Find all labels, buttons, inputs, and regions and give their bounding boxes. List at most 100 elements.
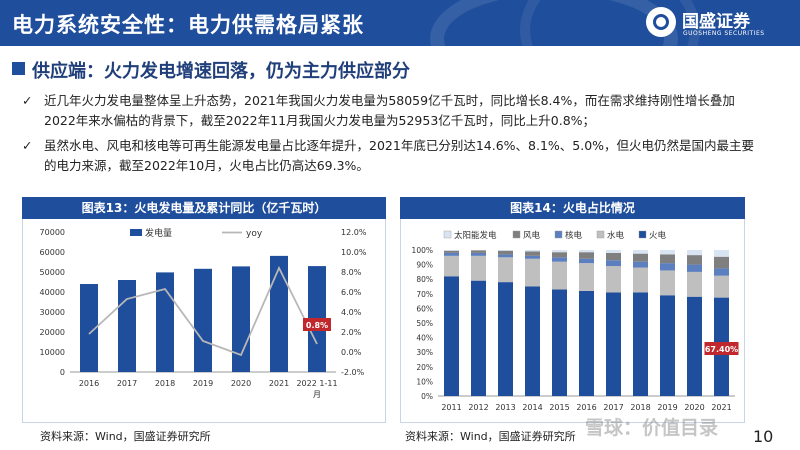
stacked-bar-segment: [552, 252, 567, 258]
y-axis-tick-label: 100%: [412, 246, 433, 255]
bullet-text: 近几年火力发电量整体呈上升态势，2021年我国火力发电量为58059亿千瓦时，同…: [44, 93, 735, 128]
stacked-bar-segment: [498, 250, 513, 255]
y-axis-tick-label: 40%: [416, 334, 433, 343]
section-marker: [12, 62, 25, 75]
stacked-bar-segment: [552, 289, 567, 396]
stacked-bar-segment: [687, 296, 702, 396]
y-axis-tick-label: 70%: [416, 290, 433, 299]
stacked-bar-segment: [552, 261, 567, 290]
stacked-bar-segment: [525, 255, 540, 259]
chart2-plot: 0% 10% 20% 30% 40% 50% 60% 70% 80% 90% 100% 2011 201…: [412, 230, 739, 412]
stacked-bar-segment: [687, 255, 702, 265]
stacked-bar-segment: [579, 263, 594, 291]
stacked-bar-segment: [525, 250, 540, 252]
chart2-title: 图表14：火电占比情况: [400, 197, 745, 219]
annotation-box: [303, 318, 331, 331]
company-logo: 国盛证券 GUOSHENG SECURITIES: [646, 7, 796, 41]
stacked-bar-segment: [687, 250, 702, 256]
legend-label: 风电: [523, 230, 541, 241]
page-number: 10: [753, 427, 774, 446]
stacked-bar-segment: [525, 251, 540, 256]
stacked-bar-segment: [606, 252, 621, 261]
bullet-item: ✓ 近几年火力发电量整体呈上升态势，2021年我国火力发电量为58059亿千瓦时…: [22, 91, 762, 131]
x-axis-tick-label: 2019: [657, 403, 677, 412]
stacked-bar-segment: [660, 295, 675, 396]
stacked-bar-segment: [471, 280, 486, 396]
y-axis-tick-label: 20%: [416, 363, 433, 372]
left-axis-tick-label: 60000: [40, 248, 65, 257]
stacked-bar-segment: [633, 292, 648, 396]
stacked-bar-segment: [714, 250, 729, 257]
bar: [194, 268, 212, 372]
legend-label: 太阳能发电: [454, 230, 497, 241]
annotation-label: 67.40%: [705, 345, 738, 354]
header-bar: 电力系统安全性：电力供需格局紧张 国盛证券 GUOSHENG SECURITIE…: [0, 0, 800, 46]
watermark: 雪球：价值目录: [585, 417, 719, 439]
x-axis-tick-label: 2016: [576, 403, 596, 412]
legend-swatch: [443, 230, 452, 239]
chart1-title: 图表13：火电发电量及累计同比（亿千瓦时）: [22, 197, 386, 219]
x-axis-tick-label: 2022 1-11: [296, 379, 337, 388]
x-axis-tick-label: 2013: [495, 403, 515, 412]
stacked-bar-segment: [579, 250, 594, 253]
bullet-item: ✓ 虽然水电、风电和核电等可再生能源发电量占比逐年提升，2021年底已分别达14…: [22, 136, 762, 176]
stacked-bar-segment: [444, 252, 459, 256]
stacked-bar-segment: [471, 250, 486, 253]
check-icon: ✓: [22, 93, 33, 108]
bar: [156, 272, 174, 372]
x-axis-tick-label: 2015: [549, 403, 569, 412]
right-axis-tick-label: 6.0%: [341, 288, 362, 297]
stacked-bar-segment: [633, 267, 648, 293]
x-axis-tick-label: 2018: [630, 403, 650, 412]
stacked-bar-segment: [498, 257, 513, 283]
legend-swatch: [596, 230, 605, 239]
stacked-bar-segment: [579, 290, 594, 396]
x-axis-tick-label: 2020: [231, 379, 251, 388]
stacked-bar-segment: [579, 252, 594, 259]
stacked-bar-segment: [606, 266, 621, 293]
stacked-bar-segment: [498, 250, 513, 251]
header-decoration: [520, 0, 700, 46]
section-title: 供应端：火力发电增速回落，仍为主力供应部分: [32, 61, 410, 82]
stacked-bar-segment: [579, 258, 594, 264]
stacked-bar-segment: [498, 282, 513, 396]
x-axis-tick-label: 2017: [603, 403, 623, 412]
bar: [232, 266, 250, 372]
left-axis-tick-label: 70000: [40, 228, 65, 237]
stacked-bar-segment: [660, 263, 675, 271]
stacked-bar-segment: [714, 256, 729, 269]
x-axis-tick-label: 2012: [468, 403, 488, 412]
left-axis-tick-label: 30000: [40, 308, 65, 317]
y-axis-tick-label: 90%: [416, 261, 433, 270]
bar: [118, 280, 136, 372]
legend-label: 水电: [607, 230, 625, 241]
x-axis-tick-label: 2021: [269, 379, 289, 388]
bullet-text: 虽然水电、风电和核电等可再生能源发电量占比逐年提升，2021年底已分别达14.6…: [44, 138, 755, 173]
stacked-bar-segment: [525, 286, 540, 396]
stacked-bar-segment: [687, 264, 702, 272]
stacked-bar-segment: [444, 250, 459, 251]
legend-swatch-bar: [130, 229, 142, 236]
legend-label: 核电: [565, 230, 583, 241]
right-axis-tick-label: -2.0%: [341, 368, 365, 377]
left-axis-tick-label: 10000: [40, 348, 65, 357]
x-axis-tick-label: 2016: [79, 379, 99, 388]
yoy-line: [88, 265, 318, 357]
right-axis-tick-label: 10.0%: [341, 248, 367, 257]
legend-swatch: [638, 230, 647, 239]
x-axis-tick-label: 2021: [711, 403, 731, 412]
stacked-bar-segment: [552, 250, 567, 253]
check-icon: ✓: [22, 138, 33, 153]
y-axis-tick-label: 10%: [416, 377, 433, 386]
right-axis-tick-label: 12.0%: [341, 228, 367, 237]
chart2-source: 资料来源：Wind，国盛证券研究所: [405, 430, 576, 443]
logo-name: 国盛证券: [682, 12, 750, 32]
x-axis-tick-label: 2018: [155, 379, 175, 388]
stacked-bar-segment: [606, 250, 621, 253]
stacked-bar-segment: [471, 255, 486, 281]
legend-label: yoy: [246, 229, 263, 239]
x-axis-tick-label: 月: [313, 390, 321, 399]
stacked-bar-segment: [525, 258, 540, 287]
stacked-bar-segment: [471, 252, 486, 256]
y-axis-tick-label: 30%: [416, 348, 433, 357]
